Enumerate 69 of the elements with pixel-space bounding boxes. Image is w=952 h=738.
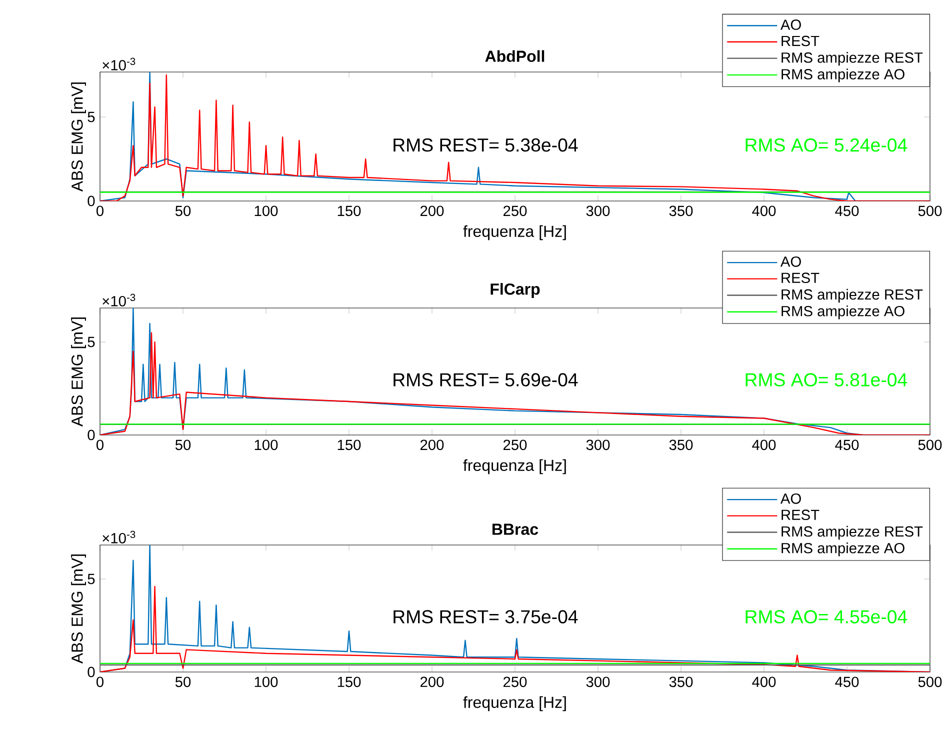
y-tick-label: 5 [88, 574, 95, 584]
x-tick-label: 300 [586, 440, 610, 450]
x-tick-label: 250 [504, 676, 527, 688]
annotation: RMS AO= 4.55e-04 [746, 610, 908, 624]
x-tick-label: 450 [835, 676, 859, 688]
annotation: RMS REST= 3.75e-04 [394, 610, 578, 624]
legend-label: RMS ampiezze REST [782, 526, 923, 540]
x-tick-label: 100 [254, 440, 278, 450]
x-axis-title: frequenza [Hz] [463, 696, 566, 712]
chart-title: BBrac [492, 524, 538, 535]
x-tick-label: 150 [338, 206, 361, 216]
x-tick-label: 450 [835, 440, 859, 450]
x-axis-title: frequenza [Hz] [463, 459, 566, 474]
x-tick-label: 200 [420, 440, 444, 450]
y-tick-label: 5 [88, 336, 95, 348]
chart-title: AbdPoll [485, 50, 544, 62]
x-tick-label: 300 [586, 676, 610, 688]
y-tick-label: 0 [88, 430, 95, 440]
annotation: RMS AO= 5.81e-04 [746, 373, 908, 386]
x-tick-label: 100 [254, 676, 278, 688]
x-tick-label: 0 [96, 206, 104, 216]
annotation: RMS AO= 5.24e-04 [746, 138, 908, 152]
x-tick-label: 350 [669, 206, 693, 216]
x-tick-label: 200 [420, 206, 444, 216]
x-tick-label: 350 [669, 440, 693, 450]
legend-label: REST [782, 510, 820, 520]
text: ×10$^{-3}$ [102, 530, 136, 544]
x-tick-label: 100 [254, 206, 278, 216]
legend-label: REST [782, 272, 820, 284]
legend-label: AO [780, 20, 801, 30]
y-tick-label: 5 [88, 112, 95, 122]
x-tick-label: 500 [918, 440, 942, 450]
legend-label: RMS ampiezze AO [782, 68, 904, 82]
y-axis-title: ABS EMG [mV] [71, 318, 86, 427]
y-tick-label: 0 [88, 666, 95, 678]
x-tick-label: 500 [918, 206, 942, 216]
x-tick-label: 50 [175, 440, 191, 450]
legend-label: AO [780, 493, 801, 504]
x-tick-label: 250 [504, 206, 527, 216]
x-tick-label: 150 [338, 440, 361, 450]
x-tick-label: 0 [96, 440, 104, 450]
y-axis-title: ABS EMG [mV] [71, 554, 86, 664]
text: ×10$^{-3}$ [102, 58, 136, 70]
legend-label: REST [782, 36, 820, 46]
x-tick-label: 400 [752, 206, 776, 216]
y-tick-label: 0 [88, 196, 95, 206]
text: ×10$^{-3}$ [102, 294, 136, 306]
annotation: RMS REST= 5.38e-04 [394, 138, 578, 152]
x-tick-label: 500 [918, 676, 942, 688]
x-tick-label: 50 [175, 676, 191, 688]
legend-label: RMS ampiezze REST [782, 288, 923, 303]
x-tick-label: 0 [96, 676, 104, 688]
annotation: RMS REST= 5.69e-04 [394, 373, 578, 386]
x-tick-label: 150 [338, 676, 361, 688]
chart-title: FlCarp [490, 283, 540, 298]
x-tick-label: 300 [586, 206, 610, 216]
legend-label: RMS ampiezze AO [782, 306, 904, 320]
x-tick-label: 200 [420, 676, 444, 688]
x-tick-label: 350 [669, 676, 693, 688]
x-tick-label: 450 [835, 206, 859, 216]
x-tick-label: 50 [175, 206, 191, 216]
x-tick-label: 400 [752, 440, 776, 450]
legend-label: RMS ampiezze AO [782, 542, 904, 556]
legend-label: AO [780, 256, 801, 267]
x-tick-label: 250 [504, 440, 527, 450]
x-axis-title: frequenza [Hz] [463, 225, 566, 240]
legend-label: RMS ampiezze REST [782, 52, 923, 66]
x-tick-label: 400 [752, 676, 776, 688]
y-axis-title: ABS EMG [mV] [71, 82, 86, 192]
